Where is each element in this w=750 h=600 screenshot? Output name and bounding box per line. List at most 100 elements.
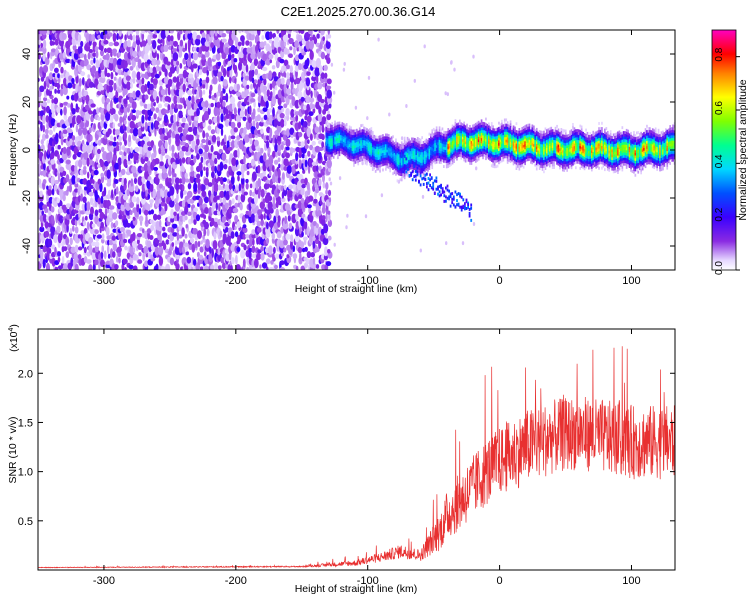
spectrogram-cell: [260, 213, 264, 221]
spectrogram-cell: [250, 83, 253, 90]
spectrogram-cell: [94, 209, 99, 217]
spectrogram-cell: [477, 155, 480, 158]
spectrogram-cell: [403, 157, 406, 161]
spectrogram-cell: [434, 132, 436, 136]
spectrogram-cell: [91, 34, 96, 42]
spectrogram-cell: [160, 266, 167, 270]
spectrogram-cell: [117, 233, 124, 241]
spectrogram-cell: [231, 157, 237, 167]
spectrogram-cell: [123, 238, 128, 244]
spectrogram-cell: [211, 171, 215, 179]
spectrogram-cell: [443, 141, 445, 145]
spectrogram-cell: [104, 66, 108, 77]
spectrogram-cell: [371, 147, 374, 150]
spectrogram-cell: [207, 57, 212, 66]
spectrogram-cell: [483, 124, 486, 128]
spectrogram-cell: [409, 153, 412, 157]
spectrogram-cell: [434, 134, 436, 138]
spectrogram-cell: [57, 73, 60, 79]
spectrogram-cell: [419, 167, 422, 171]
spectrogram-cell: [309, 133, 313, 141]
spectrogram-cell: [472, 132, 474, 136]
spectrogram-cell: [217, 265, 222, 270]
spectrogram-cell: [192, 228, 198, 235]
spectrogram-cell: [492, 159, 494, 163]
spectrogram-cell: [480, 130, 483, 133]
spectrogram-cell: [269, 127, 273, 138]
spectrogram-cell: [434, 129, 436, 133]
spectrogram-cell: [489, 136, 492, 140]
spectrogram-cell: [134, 152, 140, 161]
spectrogram-cell: [463, 145, 465, 149]
spectrogram-cell: [389, 156, 391, 160]
spectrogram-cell: [107, 239, 110, 246]
spectrogram-cell: [509, 157, 512, 161]
spectrogram-cell: [173, 95, 178, 105]
spectrogram-cell: [49, 30, 52, 36]
spectrogram-cell: [158, 70, 162, 76]
spectrogram-cell: [167, 96, 171, 103]
spectrogram-cell: [454, 127, 457, 130]
spectrogram-cell: [469, 138, 471, 142]
spectrogram-cell: [498, 129, 500, 133]
spectrogram-cell: [169, 30, 175, 34]
spectrogram-cell: [52, 73, 56, 78]
spectrogram-cell: [168, 177, 172, 183]
spectrogram-cell: [208, 103, 211, 109]
spectrogram-cell: [82, 127, 88, 136]
spectrogram-cell: [434, 153, 436, 157]
spectrogram-cell: [460, 151, 463, 155]
spectrogram-cell: [202, 89, 206, 95]
spectrogram-cell: [509, 144, 512, 148]
spectrogram-cell: [328, 149, 331, 152]
spectrogram-cell: [511, 148, 513, 151]
spectrogram-cell: [316, 33, 321, 39]
spectrogram-cell: [233, 64, 238, 74]
spectrogram-cell: [306, 139, 310, 145]
spectrogram-cell: [62, 263, 68, 270]
spectrogram-cell: [104, 160, 109, 167]
spectrogram-cell: [68, 37, 73, 46]
spectrogram-cell: [392, 153, 394, 157]
spectrogram-cell: [460, 146, 463, 150]
spectrogram-cell: [237, 41, 242, 47]
spectrogram-cell: [243, 244, 247, 251]
spectrogram-cell: [457, 122, 460, 126]
spectrogram-cell: [328, 133, 331, 137]
spectrogram-cell: [164, 68, 168, 77]
spectrogram-cell: [448, 158, 451, 162]
spectrogram-cell: [386, 133, 389, 137]
spectrogram-cell: [95, 30, 99, 34]
spectrogram-cell: [178, 150, 185, 159]
spectrogram-cell: [345, 144, 348, 148]
spectrogram-cell: [65, 138, 72, 147]
spectrogram-cell: [251, 77, 255, 84]
spectrogram-cell: [486, 129, 489, 133]
spectrogram-cell: [483, 153, 486, 157]
spectrogram-cell: [244, 30, 249, 34]
spectrogram-cell: [196, 108, 200, 117]
spectrogram-cell: [434, 150, 436, 154]
spectrogram-cell: [506, 142, 509, 146]
spectrogram-cell: [422, 141, 425, 144]
spectrogram-cell: [498, 156, 500, 159]
spectrogram-cell: [101, 245, 104, 253]
spectrogram-cell: [315, 188, 319, 194]
spectrogram-cell: [469, 159, 471, 163]
spectrogram-cell: [485, 117, 487, 121]
spectrogram-cell: [123, 177, 127, 186]
spectrogram-cell: [103, 250, 107, 260]
spectrogram-cell: [44, 150, 47, 160]
spectrogram-cell: [252, 238, 255, 246]
spectrogram-cell: [317, 210, 322, 216]
spectrogram-cell: [315, 264, 320, 269]
spectrogram-cell: [492, 165, 494, 168]
spectrogram-cell: [127, 70, 131, 75]
spectrogram-cell: [109, 239, 114, 246]
spectrogram-cell: [182, 246, 186, 255]
spectrogram-cell: [477, 147, 480, 151]
spectrogram-cell: [357, 143, 360, 147]
spectrogram-cell: [472, 153, 474, 157]
spectrogram-cell: [366, 141, 368, 145]
spectrogram-cell: [135, 30, 140, 36]
